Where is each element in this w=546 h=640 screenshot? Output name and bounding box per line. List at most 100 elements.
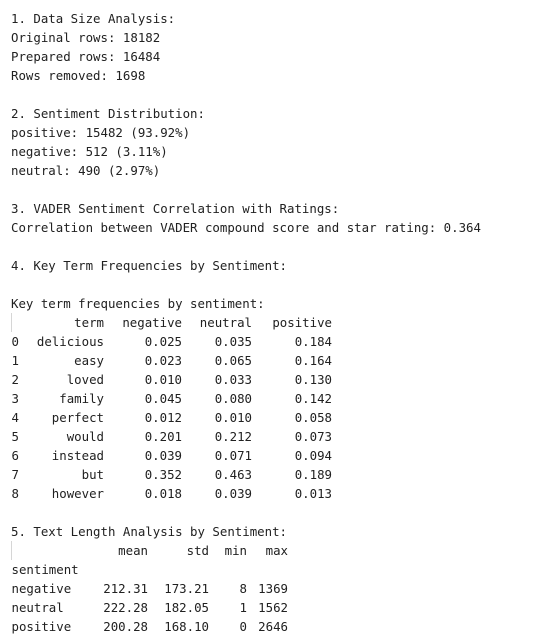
spacer (11, 275, 541, 294)
positive-cell: 0.094 (294, 448, 332, 463)
spacer (11, 503, 541, 522)
text-length-heading: 5. Text Length Analysis by Sentiment: (11, 524, 288, 539)
std-cell: 182.05 (164, 600, 209, 615)
key-term-table-body: 0 delicious 0.025 0.035 0.184 1 easy 0.023 0.065… (12, 332, 333, 503)
mean-cell: 212.31 (103, 581, 148, 596)
table-header-row: mean std min max (11, 541, 288, 560)
table-row: 1 easy 0.023 0.065 0.164 (12, 351, 333, 370)
spacer (11, 180, 541, 199)
term-cell: family (59, 391, 104, 406)
neutral-cell: 0.071 (214, 448, 252, 463)
spacer (11, 237, 541, 256)
sentiment-index-label: sentiment (11, 562, 79, 577)
negative-column-header: negative (122, 315, 182, 330)
key-term-heading: 4. Key Term Frequencies by Sentiment: (11, 258, 288, 273)
table-header-row: term negative neutral positive (11, 313, 332, 332)
index-header (11, 541, 92, 560)
table-row: 3 family 0.045 0.080 0.142 (12, 389, 333, 408)
sentiment-label-cell: neutral (11, 600, 64, 615)
term-column-header: term (74, 315, 104, 330)
term-cell: would (66, 429, 104, 444)
notebook-output: 1. Data Size Analysis: Original rows: 18… (11, 9, 541, 636)
neutral-cell: 0.065 (214, 353, 252, 368)
term-cell: but (81, 467, 104, 482)
row-index: 5 (11, 429, 19, 444)
row-index: 2 (11, 372, 19, 387)
table-row: negative 212.31 173.21 8 1369 (12, 579, 289, 598)
positive-cell: 0.189 (294, 467, 332, 482)
negative-cell: 0.045 (144, 391, 182, 406)
negative-cell: 0.201 (144, 429, 182, 444)
negative-cell: 0.012 (144, 410, 182, 425)
row-index: 8 (11, 486, 19, 501)
std-cell: 173.21 (164, 581, 209, 596)
sentiment-distribution-heading: 2. Sentiment Distribution: (11, 106, 205, 121)
row-index: 6 (11, 448, 19, 463)
correlation-text: Correlation between VADER compound score… (11, 220, 481, 235)
term-cell: loved (66, 372, 104, 387)
mean-cell: 222.28 (103, 600, 148, 615)
negative-cell: 0.025 (144, 334, 182, 349)
std-cell: 168.10 (164, 619, 209, 634)
sentiment-label-cell: negative (11, 581, 72, 596)
max-cell: 2646 (258, 619, 288, 634)
row-index: 4 (11, 410, 19, 425)
max-cell: 1562 (258, 600, 288, 615)
negative-cell: 0.039 (144, 448, 182, 463)
neutral-cell: 0.463 (214, 467, 252, 482)
term-cell: instead (51, 448, 104, 463)
positive-cell: 0.073 (294, 429, 332, 444)
term-cell: delicious (36, 334, 104, 349)
min-column-header: min (224, 543, 247, 558)
text-length-table: mean std min max sentiment negative 212.3… (11, 541, 288, 636)
max-column-header: max (265, 543, 288, 558)
positive-cell: 0.013 (294, 486, 332, 501)
neutral-cell: 0.010 (214, 410, 252, 425)
table-row: 7 but 0.352 0.463 0.189 (12, 465, 333, 484)
text-length-table-body: negative 212.31 173.21 8 1369 neutral 222.28 18… (12, 579, 289, 636)
table-row: positive 200.28 168.10 0 2646 (12, 617, 289, 636)
row-index: 0 (11, 334, 19, 349)
mean-column-header: mean (118, 543, 148, 558)
negative-cell: 0.352 (144, 467, 182, 482)
neutral-cell: 0.035 (214, 334, 252, 349)
min-cell: 8 (239, 581, 247, 596)
index-name-row: sentiment (12, 560, 289, 579)
positive-count-text: positive: 15482 (93.92%) (11, 125, 191, 140)
index-header (11, 313, 34, 332)
negative-count-text: negative: 512 (3.11%) (11, 144, 168, 159)
rows-removed-text: Rows removed: 1698 (11, 68, 146, 83)
term-cell: easy (74, 353, 104, 368)
row-index: 7 (11, 467, 19, 482)
neutral-cell: 0.033 (214, 372, 252, 387)
key-term-table: term negative neutral positive 0 deliciou… (11, 313, 332, 503)
table-row: 8 however 0.018 0.039 0.013 (12, 484, 333, 503)
negative-cell: 0.010 (144, 372, 182, 387)
table-row: 5 would 0.201 0.212 0.073 (12, 427, 333, 446)
std-column-header: std (186, 543, 209, 558)
mean-cell: 200.28 (103, 619, 148, 634)
data-size-heading: 1. Data Size Analysis: (11, 11, 176, 26)
positive-column-header: positive (272, 315, 332, 330)
term-cell: however (51, 486, 104, 501)
neutral-column-header: neutral (199, 315, 252, 330)
row-index: 3 (11, 391, 19, 406)
sentiment-label-cell: positive (11, 619, 72, 634)
min-cell: 0 (239, 619, 247, 634)
neutral-cell: 0.212 (214, 429, 252, 444)
table-row: 2 loved 0.010 0.033 0.130 (12, 370, 333, 389)
min-cell: 1 (239, 600, 247, 615)
positive-cell: 0.164 (294, 353, 332, 368)
positive-cell: 0.142 (294, 391, 332, 406)
neutral-cell: 0.080 (214, 391, 252, 406)
table-row: neutral 222.28 182.05 1 1562 (12, 598, 289, 617)
vader-correlation-heading: 3. VADER Sentiment Correlation with Rati… (11, 201, 340, 216)
negative-cell: 0.018 (144, 486, 182, 501)
neutral-cell: 0.039 (214, 486, 252, 501)
table-row: 4 perfect 0.012 0.010 0.058 (12, 408, 333, 427)
key-term-table-title: Key term frequencies by sentiment: (11, 296, 265, 311)
max-cell: 1369 (258, 581, 288, 596)
table-row: 6 instead 0.039 0.071 0.094 (12, 446, 333, 465)
negative-cell: 0.023 (144, 353, 182, 368)
original-rows-text: Original rows: 18182 (11, 30, 161, 45)
